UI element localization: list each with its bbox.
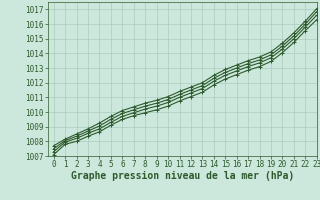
X-axis label: Graphe pression niveau de la mer (hPa): Graphe pression niveau de la mer (hPa): [71, 171, 294, 181]
